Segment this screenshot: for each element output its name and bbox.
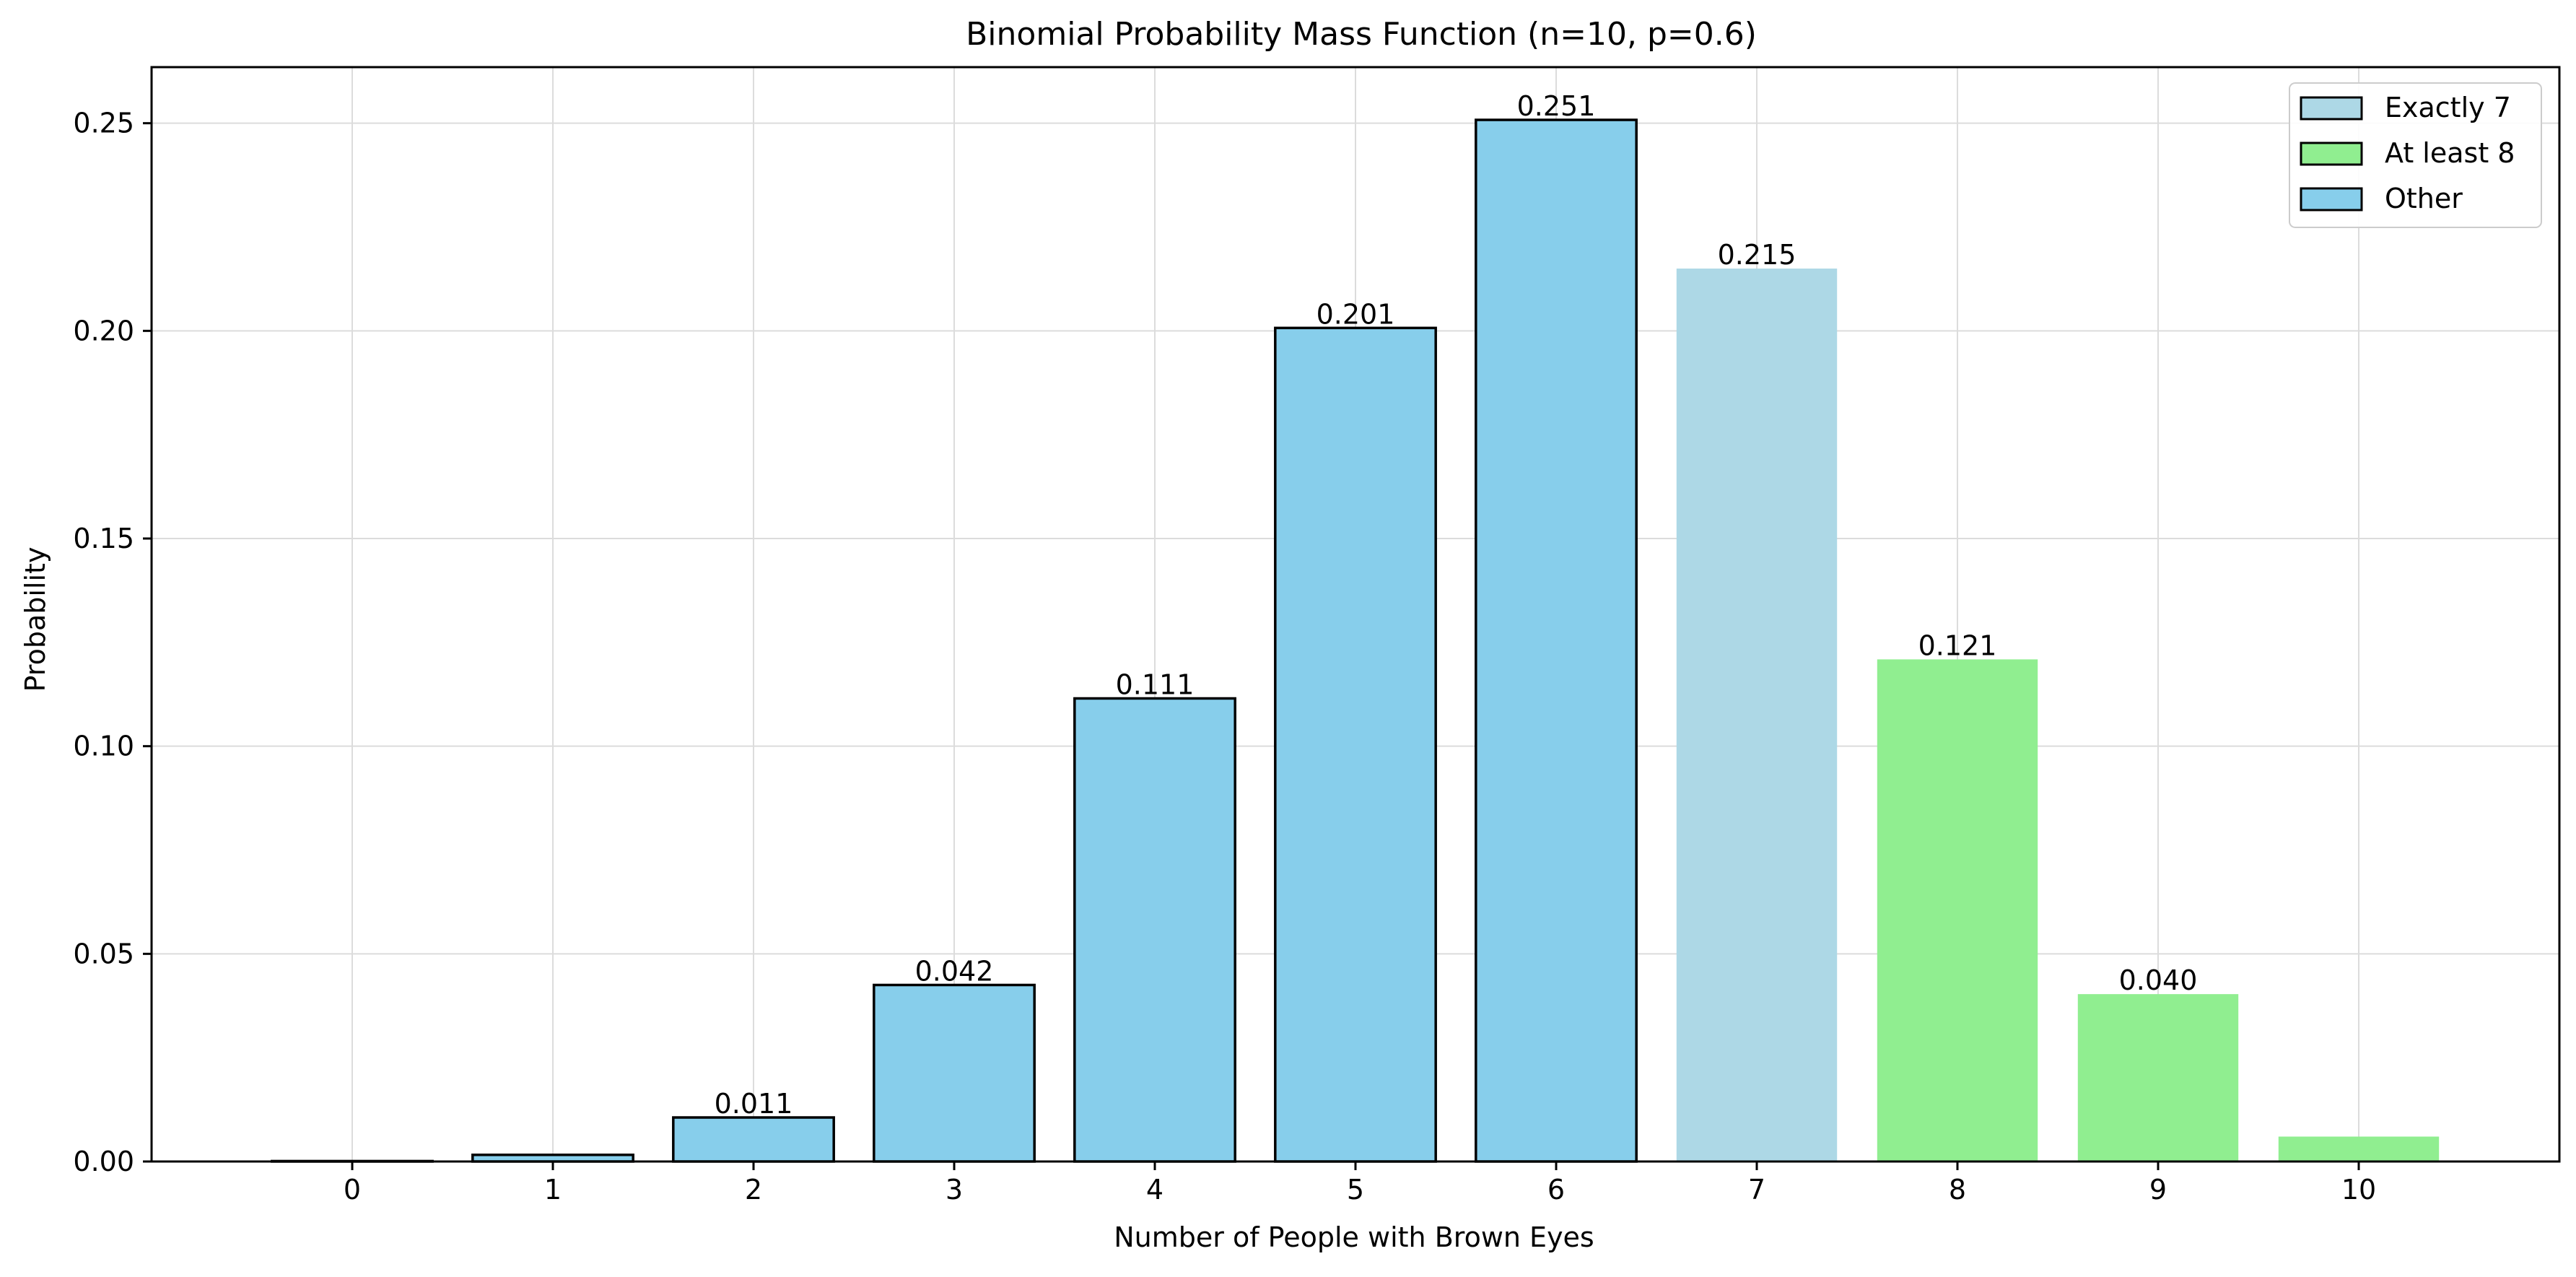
bar-6 xyxy=(1475,118,1638,1163)
x-tick-label-2: 2 xyxy=(745,1174,762,1206)
value-label-9: 0.040 xyxy=(2119,964,2198,996)
bar-8 xyxy=(1877,659,2038,1161)
bars xyxy=(271,118,2440,1163)
value-label-7: 0.215 xyxy=(1718,239,1796,271)
value-label-5: 0.201 xyxy=(1317,298,1395,330)
legend-label: Other xyxy=(2385,183,2463,214)
bar-4 xyxy=(1073,697,1236,1163)
bar-9 xyxy=(2077,994,2239,1161)
x-tick-label-6: 6 xyxy=(1547,1174,1565,1206)
x-tick-label-9: 9 xyxy=(2149,1174,2167,1206)
x-tick-label-7: 7 xyxy=(1748,1174,1765,1206)
y-tick-label: 0.15 xyxy=(73,523,134,554)
chart-title: Binomial Probability Mass Function (n=10… xyxy=(966,16,1757,53)
legend-swatch xyxy=(2300,187,2363,212)
x-tick-label-4: 4 xyxy=(1146,1174,1163,1206)
x-tick-label-5: 5 xyxy=(1347,1174,1364,1206)
legend-label: Exactly 7 xyxy=(2385,92,2511,123)
value-label-3: 0.042 xyxy=(915,955,994,987)
x-tick-label-1: 1 xyxy=(544,1174,562,1206)
y-tick-label: 0.00 xyxy=(73,1146,134,1177)
value-labels: 0.011 0.042 0.111 0.201 0.251 0.215 0.121 0.040 xyxy=(715,90,2198,1120)
bar-2 xyxy=(672,1116,835,1163)
value-label-4: 0.111 xyxy=(1116,669,1195,701)
x-axis-label: Number of People with Brown Eyes xyxy=(1114,1221,1594,1253)
bar-5 xyxy=(1274,326,1437,1163)
legend-swatch xyxy=(2300,141,2363,166)
axes: 0 1 2 3 4 5 6 7 8 9 10 0.00 0.05 0.10 0.15 0.20 0.25 xyxy=(73,66,2561,1206)
value-label-8: 0.121 xyxy=(1918,629,1997,661)
y-tick-label: 0.10 xyxy=(73,731,134,762)
y-axis-label: Probability xyxy=(19,547,51,692)
x-tick-label-3: 3 xyxy=(946,1174,963,1206)
x-tick-label-10: 10 xyxy=(2341,1174,2376,1206)
bar-3 xyxy=(873,983,1036,1163)
y-tick-label: 0.25 xyxy=(73,108,134,139)
y-tick-label: 0.05 xyxy=(73,938,134,969)
x-tick-label-8: 8 xyxy=(1949,1174,1966,1206)
legend-label: At least 8 xyxy=(2385,137,2515,169)
x-tick-label-0: 0 xyxy=(344,1174,361,1206)
legend: Exactly 7 At least 8 Other xyxy=(2289,82,2542,228)
bar-10 xyxy=(2278,1136,2440,1161)
y-tick-label: 0.20 xyxy=(73,315,134,347)
value-label-2: 0.011 xyxy=(715,1088,793,1120)
value-label-6: 0.251 xyxy=(1517,90,1596,122)
bar-7 xyxy=(1676,269,1838,1162)
legend-swatch xyxy=(2300,96,2363,121)
